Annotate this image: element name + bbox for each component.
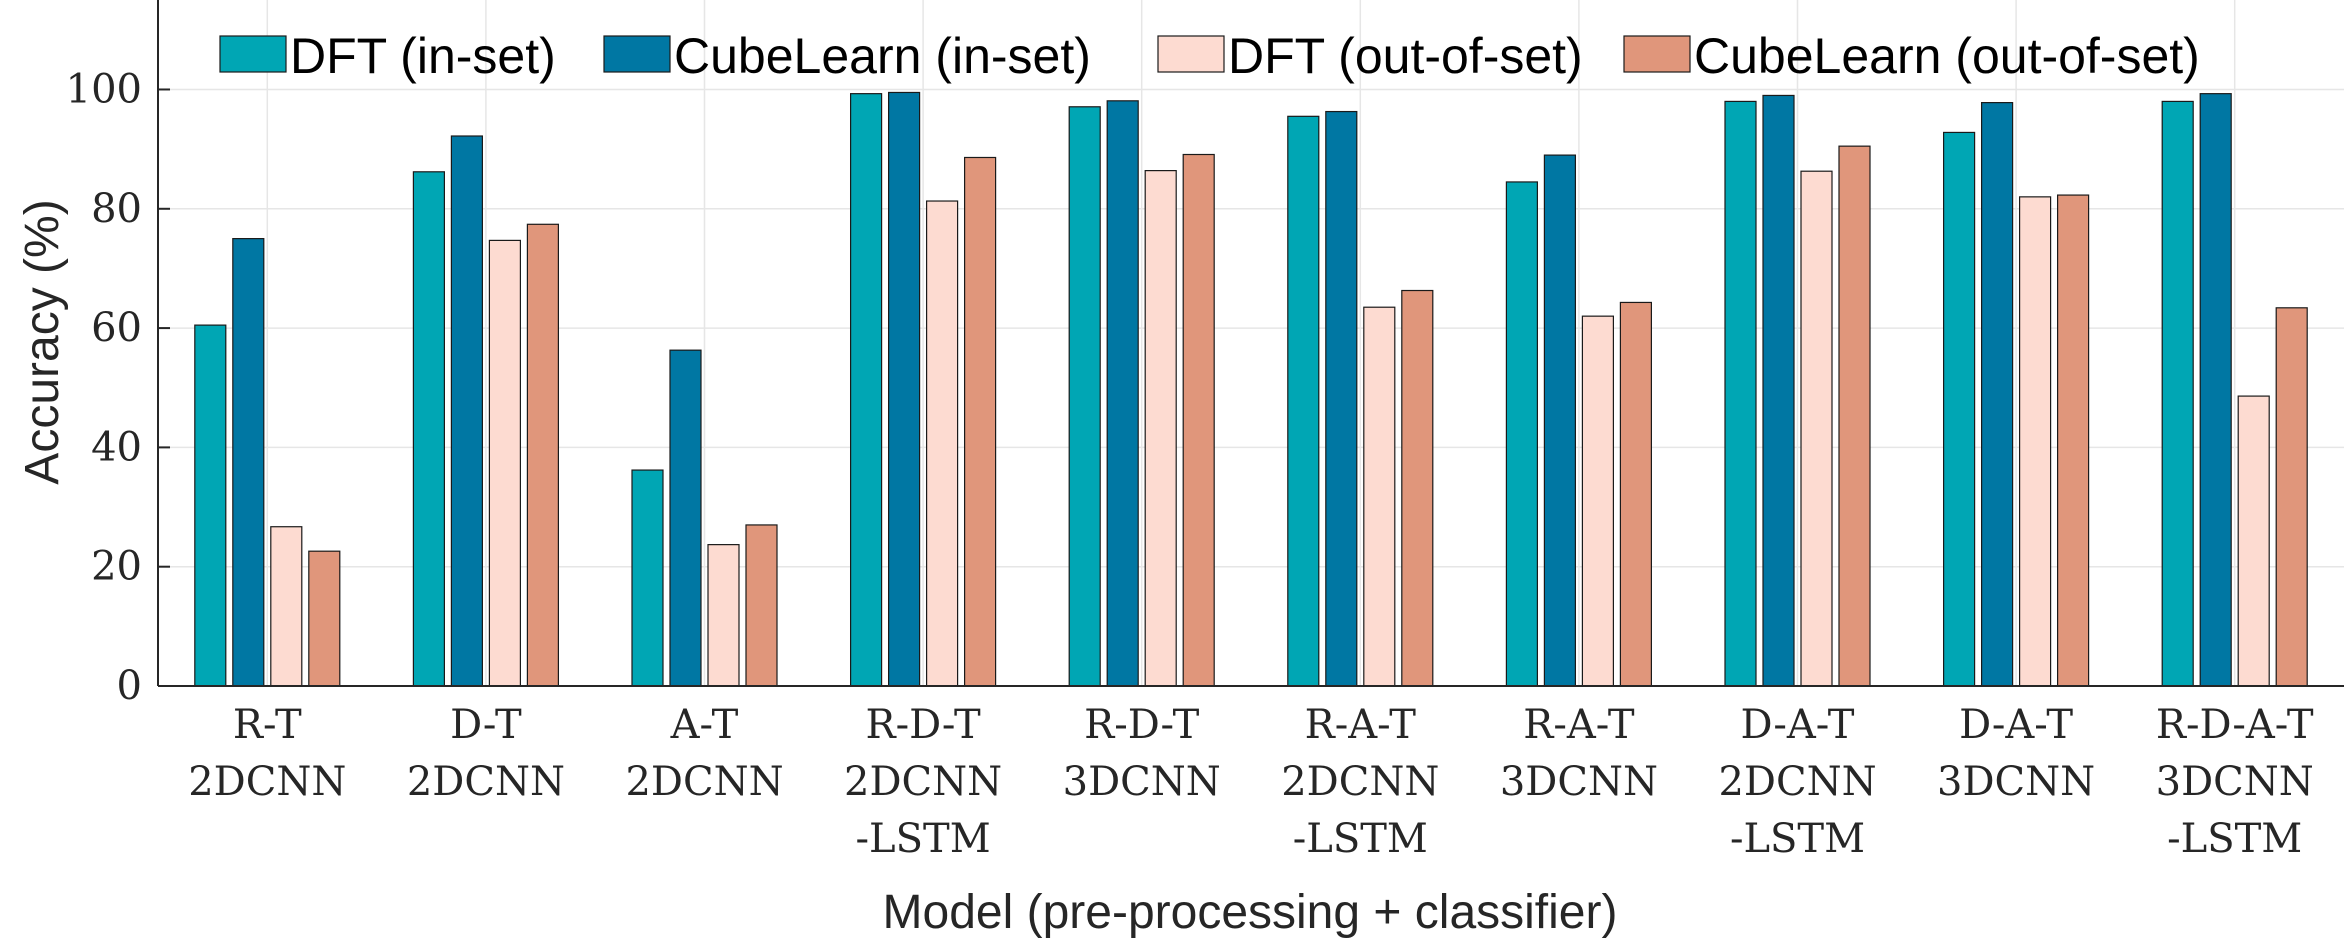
bar — [232, 238, 265, 687]
x-tick-label: R-T — [233, 702, 302, 748]
y-axis-label: Accuracy (%) — [16, 199, 69, 484]
x-tick-label: D-A-T — [1959, 702, 2073, 748]
x-tick-label: 3DCNN — [1063, 759, 1221, 805]
bar — [1543, 154, 1577, 687]
y-tick-label: 0 — [117, 663, 142, 709]
legend-label: CubeLearn (in-set) — [674, 28, 1091, 84]
bar — [2018, 196, 2052, 687]
bar — [631, 469, 664, 687]
legend: DFT (in-set) CubeLearn (in-set) DFT (out-o… — [219, 28, 2200, 84]
x-tick-label: 2DCNN — [1281, 759, 1439, 805]
legend-swatch — [603, 35, 671, 73]
x-tick-label: A-T — [670, 702, 739, 748]
x-tick-label: -LSTM — [2167, 816, 2302, 862]
bar — [412, 171, 445, 687]
bar — [1182, 153, 1215, 687]
bar — [707, 544, 740, 687]
bar — [1942, 131, 1976, 687]
bar — [1068, 106, 1101, 687]
y-tick-label: 80 — [91, 186, 142, 232]
x-tick-label: 3DCNN — [2156, 759, 2314, 805]
bar — [526, 223, 560, 687]
x-tick-label: -LSTM — [1293, 816, 1428, 862]
x-axis-label: Model (pre-processing + classifier) — [883, 886, 1618, 938]
x-tick-label: 2DCNN — [844, 759, 1002, 805]
legend-swatch — [219, 35, 287, 73]
x-tick-label: 2DCNN — [188, 759, 346, 805]
x-tick-label: D-T — [450, 702, 522, 748]
legend-label: DFT (out-of-set) — [1228, 28, 1583, 84]
bar — [1619, 301, 1653, 687]
bar — [669, 349, 702, 687]
bar — [887, 91, 921, 687]
y-tick-label: 20 — [91, 544, 142, 590]
x-tick-label: 3DCNN — [1500, 759, 1658, 805]
x-tick-label: 3DCNN — [1937, 759, 2095, 805]
bar — [450, 135, 483, 687]
bar — [1287, 115, 1320, 687]
legend-swatch — [1623, 35, 1691, 73]
bar — [194, 324, 227, 687]
y-tick-label: 100 — [66, 66, 142, 112]
bar — [1724, 100, 1757, 687]
bar — [1144, 170, 1177, 687]
y-tick-label: 60 — [91, 305, 142, 351]
bar — [2199, 93, 2232, 687]
bar — [1838, 145, 1871, 687]
legend-label: DFT (in-set) — [290, 28, 556, 84]
bar — [308, 550, 341, 687]
bar — [1762, 94, 1795, 687]
bar — [849, 93, 883, 687]
bar — [1980, 102, 2014, 687]
x-tick-label: R-A-T — [1305, 702, 1417, 748]
bar — [2057, 194, 2090, 687]
bar — [963, 156, 997, 687]
legend-label: CubeLearn (out-of-set) — [1694, 28, 2200, 84]
tick-labels: 0 20 40 60 80 100 R-T 2DCNN D-T 2DCNN A-T 2DCNN R-D-… — [66, 66, 2314, 862]
bar — [2237, 395, 2270, 687]
y-tick-label: 40 — [91, 424, 142, 470]
x-tick-label: R-D-T — [1084, 702, 1200, 748]
x-tick-label: -LSTM — [1730, 816, 1865, 862]
bar — [1363, 306, 1396, 687]
bar — [1581, 315, 1615, 687]
x-tick-label: 2DCNN — [625, 759, 783, 805]
x-tick-label: D-A-T — [1741, 702, 1855, 748]
bar — [1325, 110, 1358, 687]
x-tick-label: R-D-A-T — [2156, 702, 2314, 748]
grid-lines — [158, 0, 2344, 686]
bar — [488, 239, 521, 687]
legend-swatch — [1157, 35, 1225, 73]
bar — [270, 526, 303, 687]
x-tick-label: 2DCNN — [1718, 759, 1876, 805]
bars — [194, 91, 2308, 687]
bar — [2275, 307, 2308, 687]
bar — [2161, 100, 2194, 687]
bar — [1106, 100, 1139, 687]
x-tick-label: R-A-T — [1523, 702, 1635, 748]
bar — [1505, 181, 1539, 687]
bar — [1800, 170, 1833, 687]
bar — [745, 524, 778, 687]
bar — [925, 200, 959, 687]
bar — [1401, 289, 1434, 687]
axes — [157, 0, 2344, 687]
x-tick-label: -LSTM — [856, 816, 991, 862]
x-tick-label: R-D-T — [865, 702, 981, 748]
x-tick-label: 2DCNN — [407, 759, 565, 805]
